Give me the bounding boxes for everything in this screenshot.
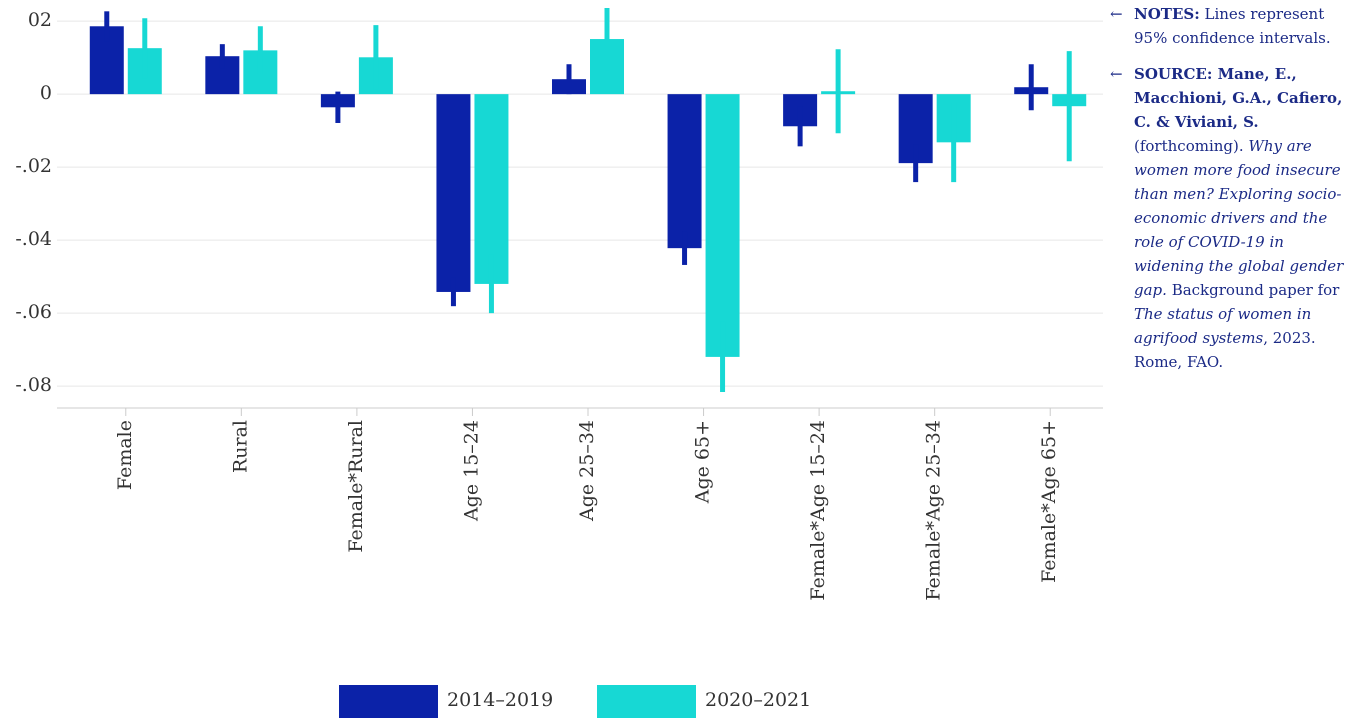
x-tick-label: Female*Rural [345,420,367,553]
bar [667,94,702,249]
x-tick-label: Female*Age 65+ [1038,420,1060,583]
arrow: ← [1110,65,1123,83]
legend-swatch [339,685,438,718]
x-tick-label: Female [114,420,136,490]
y-tick-label: -.06 [15,301,52,323]
source-text: SOURCE: Mane, E., Macchioni, G.A., Cafie… [1134,62,1355,374]
y-tick-label: -.02 [15,155,52,177]
arrow: ← [1110,5,1123,23]
source-run: , 2023. Rome, FAO. [1134,329,1316,371]
source-run: (forthcoming). [1134,137,1249,155]
legend-swatch [597,685,696,718]
legend-label: 2020–2021 [705,689,811,711]
y-tick-label: -.04 [15,228,52,250]
x-tick-label: Age 25–34 [576,420,598,522]
note: ← NOTES: Lines represent 95% confidence i… [1110,2,1355,50]
source-run: SOURCE: Mane, E., Macchioni, G.A., Cafie… [1134,65,1343,131]
y-tick-label: -.08 [15,374,52,396]
note-text: NOTES: Lines represent 95% confidence in… [1134,2,1355,50]
note-body: Lines represent 95% confidence intervals… [1134,5,1331,47]
bar [705,94,740,357]
x-tick-label: Female*Age 25–34 [923,420,945,601]
x-tick-label: Female*Age 15–24 [807,420,829,601]
x-tick-label: Age 15–24 [460,420,482,522]
legend-label: 2014–2019 [447,689,553,711]
note: ← SOURCE: Mane, E., Macchioni, G.A., Cafi… [1110,62,1355,374]
x-tick-label: Rural [229,420,251,473]
notes: ← NOTES: Lines represent 95% confidence i… [1110,2,1355,386]
note-label: NOTES: [1134,5,1200,23]
chart: 02 0 -.02 -.04 -.06 -.08 Female Rural Female*Rur… [15,8,1103,718]
source-run: The status of women in agrifood systems [1134,305,1312,347]
bar [474,94,509,284]
x-tick-label: Age 65+ [692,420,714,504]
source-run: Background paper for [1166,281,1340,299]
source-run: Why are women more food insecure than me… [1134,137,1344,299]
y-tick-label: 0 [40,82,52,104]
bar [436,94,471,292]
y-tick-label: 02 [28,9,52,31]
